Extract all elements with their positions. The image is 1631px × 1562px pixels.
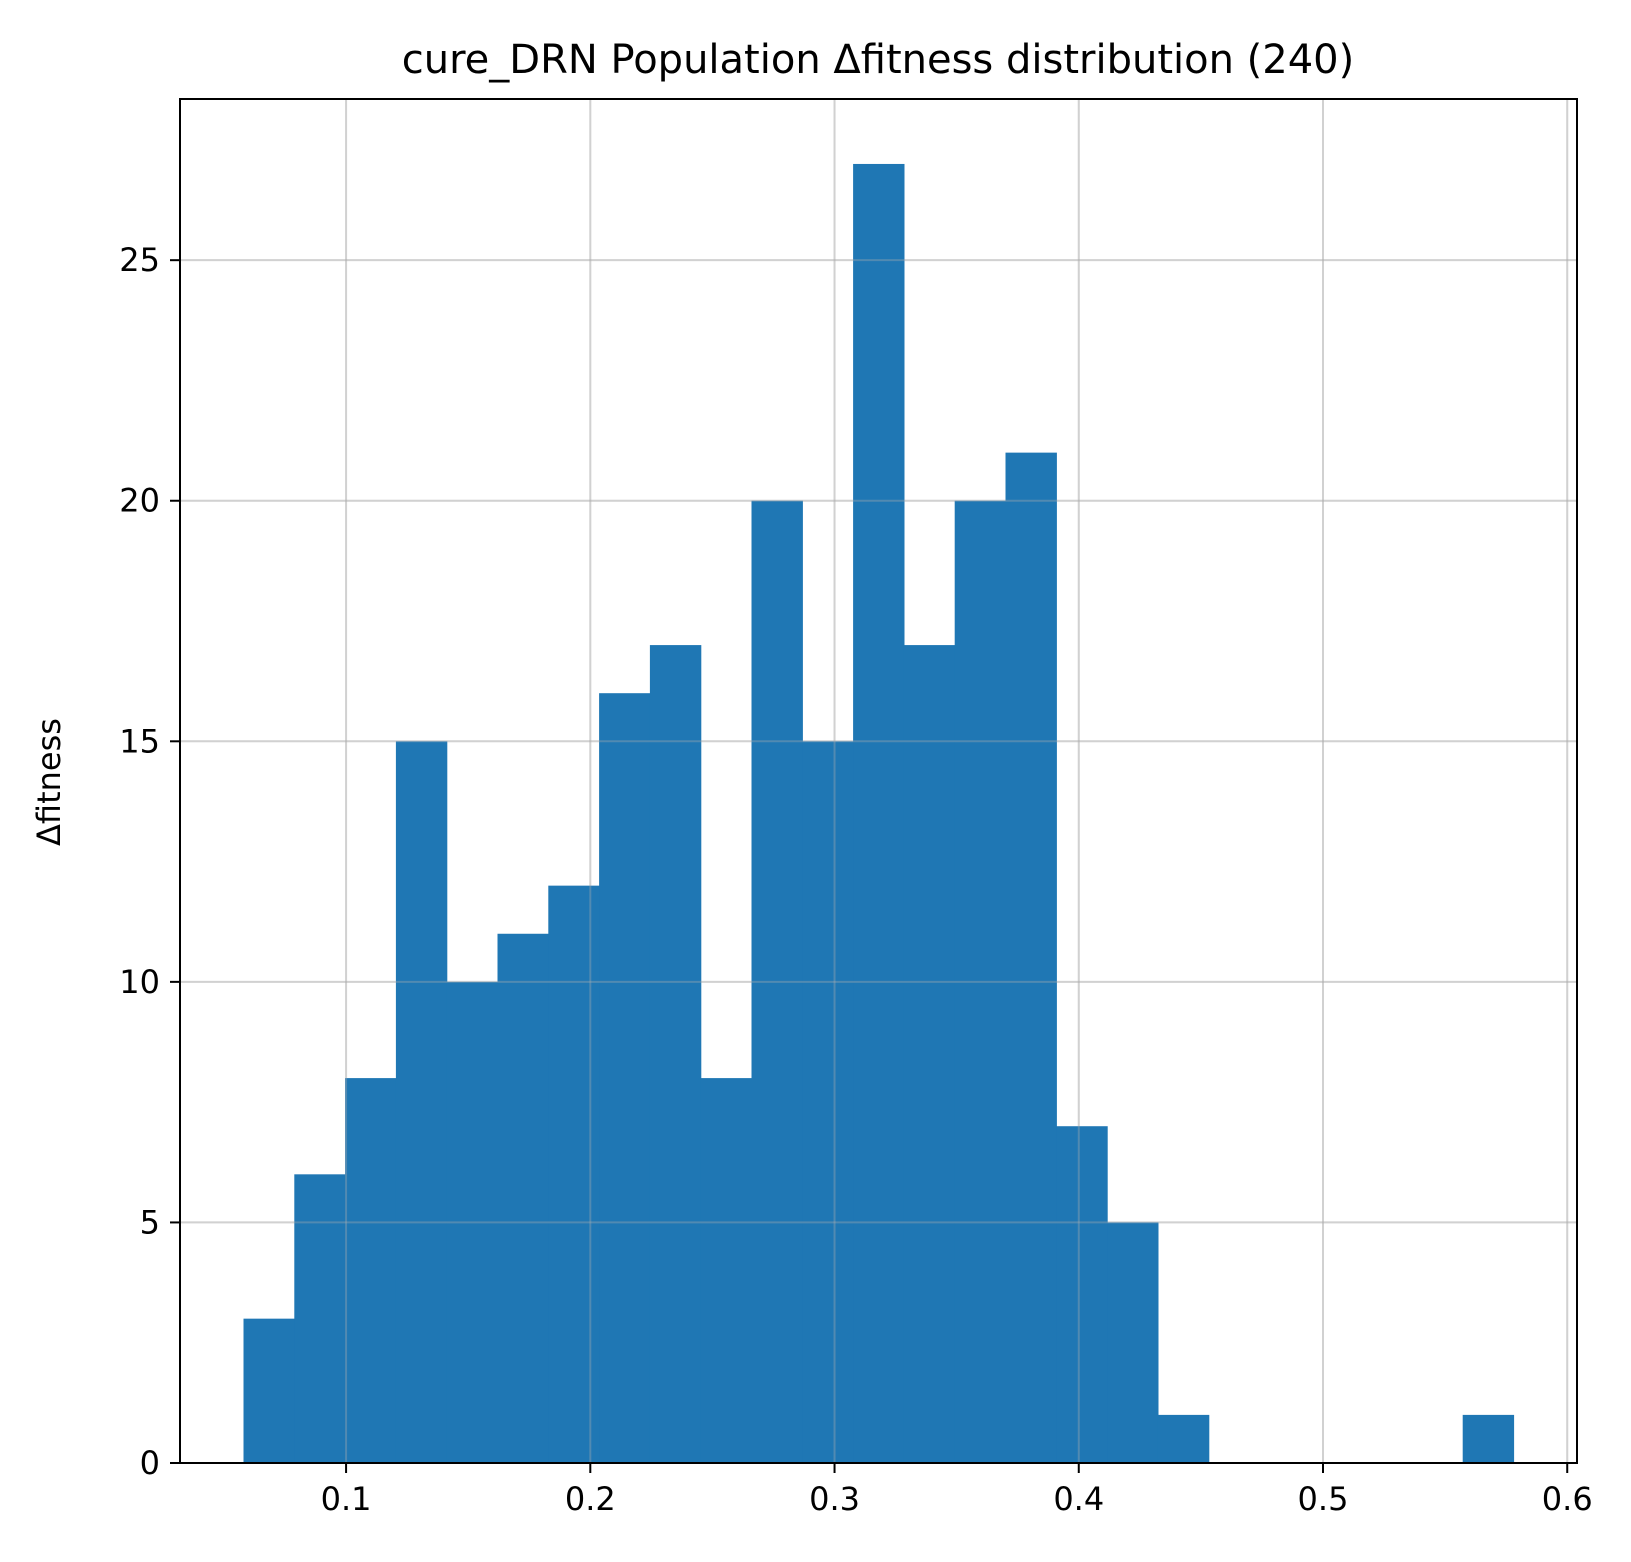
bar-11 (802, 741, 854, 1463)
bar-16 (1056, 1126, 1108, 1463)
y-tick-label-5: 25 (119, 241, 160, 279)
bar-10 (751, 500, 803, 1463)
x-tick-label-3: 0.4 (1053, 1480, 1104, 1518)
bar-15 (1005, 452, 1057, 1463)
histogram-bars (180, 99, 1577, 1464)
y-axis: 0 5 10 15 20 25 (119, 241, 180, 1482)
bar-14 (954, 500, 1007, 1463)
bar-24 (1462, 1414, 1515, 1463)
y-tick-label-4: 20 (119, 482, 160, 520)
y-tick-label-1: 5 (140, 1203, 160, 1241)
y-tick-label-0: 0 (140, 1444, 160, 1482)
x-tick-label-2: 0.3 (809, 1480, 860, 1518)
bar-5 (497, 933, 549, 1463)
bar-0 (243, 1318, 295, 1463)
bar-6 (548, 885, 600, 1463)
x-tick-label-5: 0.6 (1542, 1480, 1593, 1518)
bar-8 (649, 645, 702, 1463)
bar-12 (853, 163, 905, 1463)
bar-3 (395, 741, 448, 1463)
bar-2 (345, 1078, 397, 1463)
chart-title: cure_DRN Population Δfitness distributio… (402, 37, 1354, 83)
bar-1 (294, 1174, 346, 1463)
bar-4 (446, 981, 499, 1463)
bar-7 (599, 693, 651, 1463)
bar-18 (1157, 1414, 1210, 1463)
x-tick-label-1: 0.2 (565, 1480, 616, 1518)
y-tick-label-2: 10 (119, 963, 160, 1001)
y-tick-label-3: 15 (119, 722, 160, 760)
x-tick-label-0: 0.1 (321, 1480, 372, 1518)
bar-9 (700, 1078, 753, 1463)
x-axis: 0.1 0.2 0.3 0.4 0.5 0.6 (321, 1463, 1593, 1518)
plot-frame (179, 98, 1578, 1464)
bar-17 (1107, 1222, 1159, 1463)
bar-13 (903, 645, 956, 1463)
x-tick-label-4: 0.5 (1298, 1480, 1349, 1518)
y-axis-label: Δfitness (30, 718, 68, 846)
